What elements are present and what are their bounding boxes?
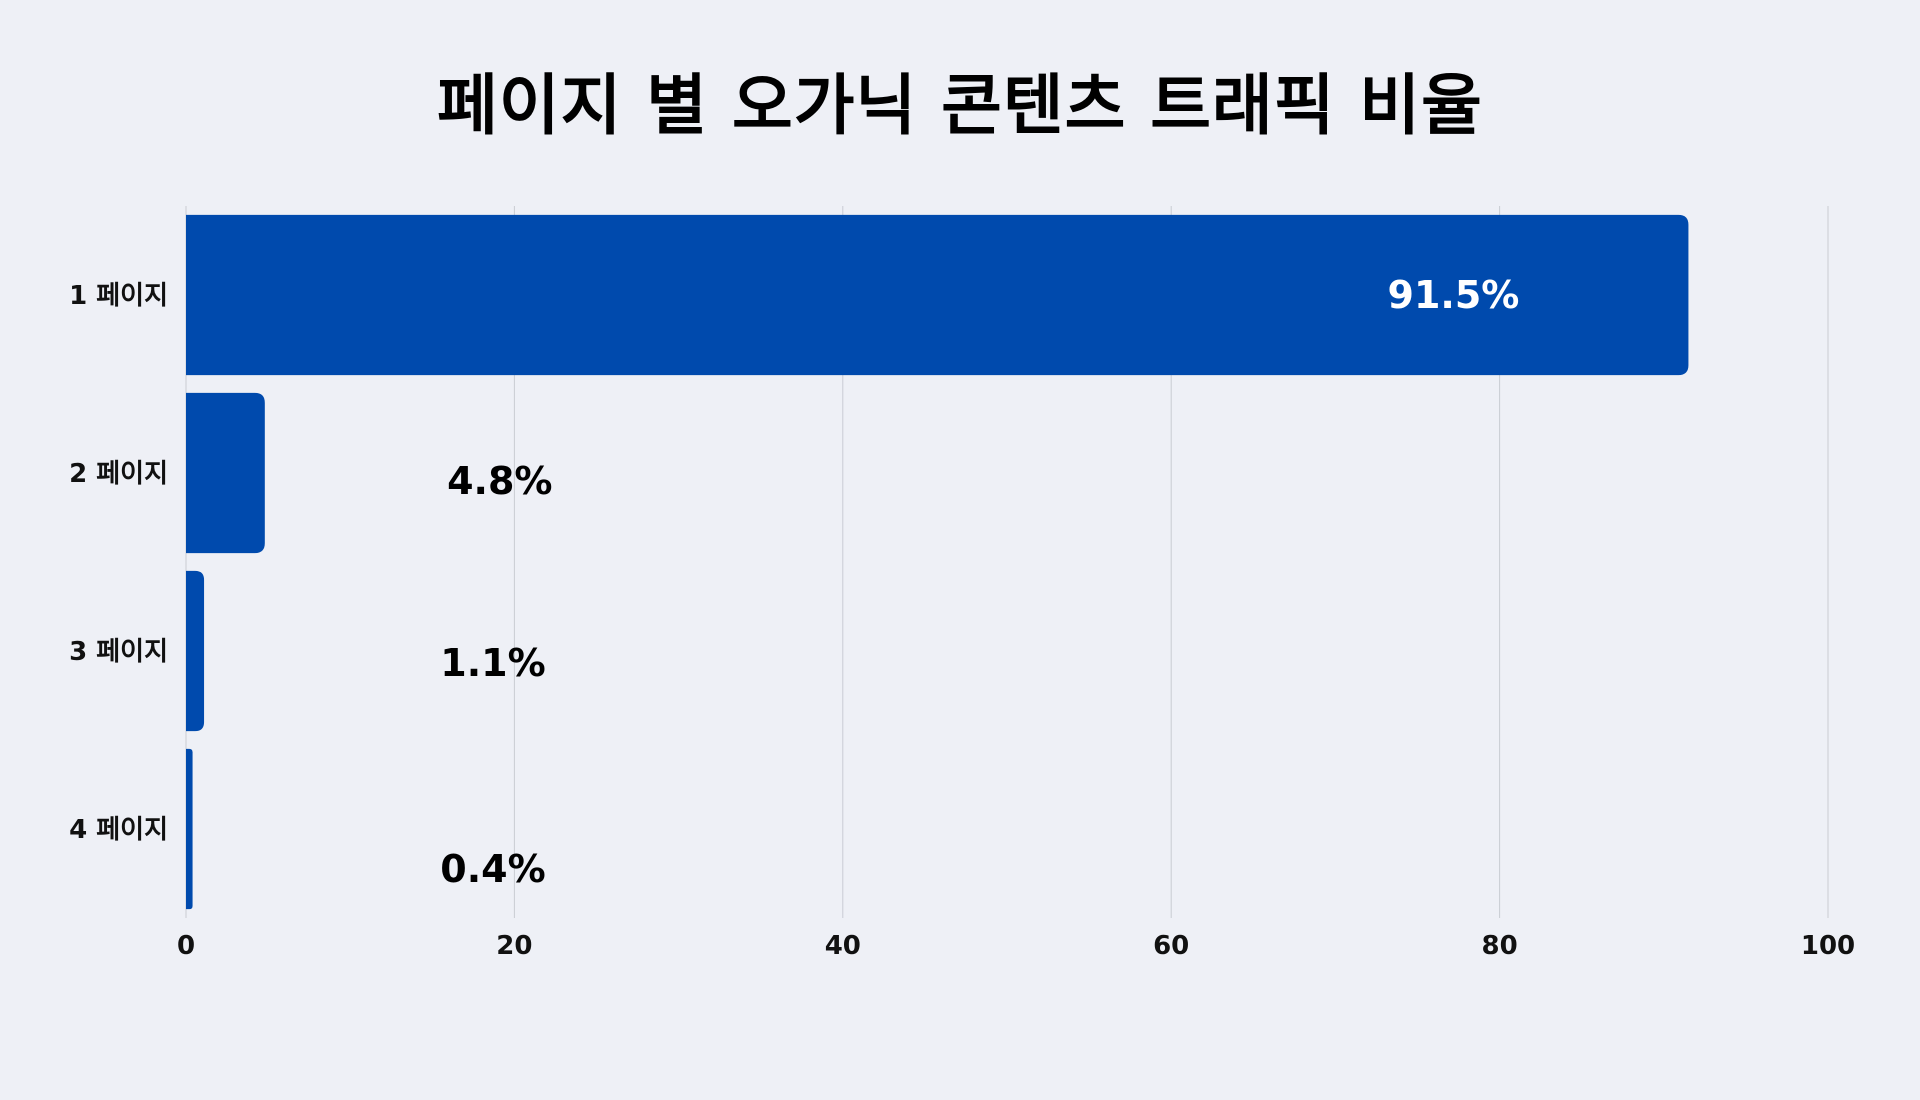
data-label: 1.1%	[440, 641, 545, 685]
category-label: 2 페이지	[69, 459, 168, 489]
bar	[186, 748, 193, 910]
data-label: 4.8%	[447, 459, 552, 503]
x-tick-label: 20	[496, 931, 532, 961]
category-label: 4 페이지	[69, 815, 168, 845]
category-label: 3 페이지	[69, 637, 168, 667]
bar	[186, 570, 205, 732]
data-label: 0.4%	[440, 847, 545, 891]
chart-title: 페이지 별 오가닉 콘텐츠 트래픽 비율	[437, 67, 1483, 144]
x-axis-ticks: 0 20 40 60 80 100	[177, 931, 1855, 961]
bar	[186, 214, 1689, 376]
bar	[186, 392, 265, 554]
data-labels: 91.5% 4.8% 1.1% 0.4%	[440, 273, 1519, 891]
x-tick-label: 80	[1482, 931, 1518, 961]
category-label: 1 페이지	[69, 281, 168, 311]
bars	[186, 214, 1689, 910]
x-tick-label: 60	[1153, 931, 1189, 961]
data-label: 91.5%	[1388, 273, 1520, 317]
category-labels: 1 페이지 2 페이지 3 페이지 4 페이지	[69, 281, 168, 845]
x-tick-label: 40	[825, 931, 861, 961]
x-tick-label: 0	[177, 931, 195, 961]
x-tick-label: 100	[1801, 931, 1855, 961]
